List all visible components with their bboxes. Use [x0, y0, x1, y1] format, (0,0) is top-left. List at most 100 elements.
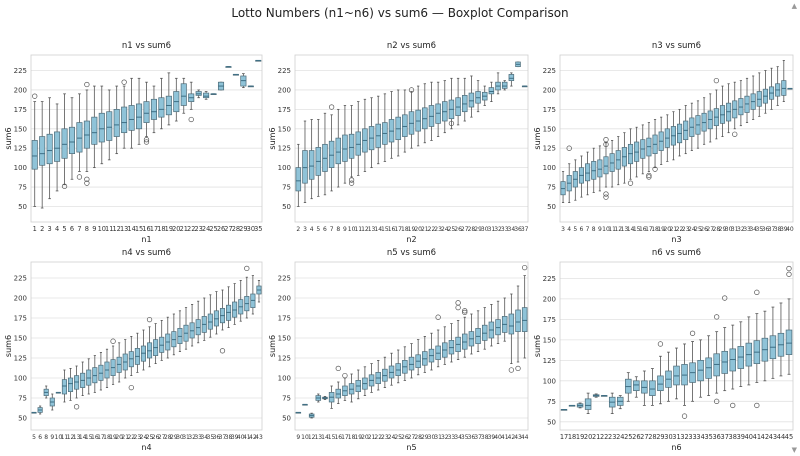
box-iqr: [113, 109, 120, 137]
outlier-point: [84, 176, 90, 182]
outlier-point: [128, 384, 134, 391]
box-14: [375, 95, 381, 165]
chevron-up-icon[interactable]: ▲: [791, 2, 797, 10]
box-iqr: [521, 307, 528, 332]
box-17: [150, 85, 157, 134]
box-19: [355, 369, 361, 400]
x-tick-label: 20: [361, 434, 369, 441]
x-tick-label: 21: [421, 226, 429, 233]
outlier-point: [689, 330, 696, 336]
box-25: [695, 100, 701, 149]
outlier-point: [730, 402, 736, 409]
box-24: [203, 91, 210, 100]
box-33: [195, 300, 201, 344]
y-tick-label: 75: [18, 395, 27, 403]
y-tick-label: 200: [278, 86, 291, 94]
box-19: [408, 87, 415, 149]
box-24: [442, 80, 448, 134]
outlier-point: [348, 177, 355, 183]
box-9: [342, 105, 348, 184]
outlier-point: [657, 341, 664, 347]
box-37: [721, 295, 728, 392]
box-17: [342, 372, 348, 401]
x-tick-label: 16: [91, 434, 99, 441]
box-iqr: [308, 150, 315, 180]
y-tick-label: 50: [18, 415, 27, 423]
box-13: [368, 97, 375, 169]
outlier-point: [244, 265, 250, 272]
outlier-point: [603, 137, 609, 143]
box-36: [762, 70, 768, 114]
box-6: [322, 112, 328, 196]
box-10: [98, 85, 105, 165]
box-37: [521, 85, 528, 88]
axes-frame: [294, 261, 529, 431]
x-tick-label: 40: [494, 434, 502, 441]
y-tick-label: 100: [543, 164, 556, 172]
x-tick-label: 32: [494, 226, 502, 233]
y-axis-label: sum6: [533, 127, 542, 149]
axes-frame: [559, 54, 794, 223]
box-31: [183, 307, 189, 350]
x-tick-label: 36: [712, 433, 720, 441]
y-tick-label: 225: [278, 275, 291, 283]
x-tick-label: 38: [774, 226, 782, 233]
x-tick-label: 22: [676, 226, 684, 233]
box-37: [475, 310, 481, 353]
outlier-point: [76, 174, 83, 180]
y-tick-label: 100: [278, 375, 291, 383]
x-tick-label: 36: [514, 226, 522, 233]
x-tick-label: 13: [368, 226, 376, 233]
outlier-point: [462, 309, 468, 316]
box-29: [719, 85, 726, 137]
y-tick-label: 200: [14, 86, 27, 94]
box-30: [726, 83, 732, 134]
box-22: [428, 81, 435, 141]
box-28: [649, 368, 656, 406]
outlier-point: [732, 131, 738, 137]
box-30: [665, 351, 672, 402]
y-axis-label: sum6: [533, 335, 542, 357]
box-39: [737, 321, 745, 387]
y-tick-label: 175: [543, 316, 556, 324]
box-20: [415, 85, 421, 147]
x-tick-label: 2: [296, 226, 300, 233]
x-tick-label: 22: [127, 434, 135, 441]
box-27: [641, 370, 648, 406]
x-tick-label: 8: [85, 225, 89, 233]
x-tick-label: 36: [213, 434, 221, 441]
box-iqr: [335, 137, 342, 165]
x-tick-label: 32: [188, 434, 196, 441]
x-tick-label: 33: [688, 433, 696, 441]
x-tick-label: 3: [303, 226, 307, 233]
box-16: [640, 124, 646, 175]
x-tick-label: 17: [341, 434, 349, 441]
outlier-point: [146, 316, 153, 323]
box-32: [738, 80, 744, 127]
x-tick-label: 16: [334, 434, 342, 441]
box-24: [617, 395, 624, 410]
box-iqr: [136, 103, 143, 130]
box-2: [39, 101, 46, 209]
box-42: [250, 275, 256, 315]
box-26: [217, 81, 225, 91]
x-tick-label: 18: [103, 434, 111, 441]
box-5: [572, 159, 578, 201]
x-tick-label: 34: [749, 226, 757, 233]
box-12: [113, 85, 120, 155]
box-iqr: [488, 87, 495, 95]
x-tick-label: 30: [725, 226, 733, 233]
box-20: [173, 77, 180, 122]
y-tick-label: 150: [14, 335, 27, 343]
x-axis-label: n6: [671, 443, 681, 452]
y-tick-label: 125: [278, 355, 291, 363]
y-tick-label: 125: [543, 145, 556, 153]
box-22: [600, 395, 608, 397]
box-8: [83, 81, 90, 186]
axes-frame: [30, 261, 263, 431]
box-33: [744, 77, 750, 123]
axes-frame: [559, 261, 794, 431]
x-tick-label: 20: [663, 226, 671, 233]
chevron-down-icon[interactable]: ▼: [791, 446, 797, 454]
